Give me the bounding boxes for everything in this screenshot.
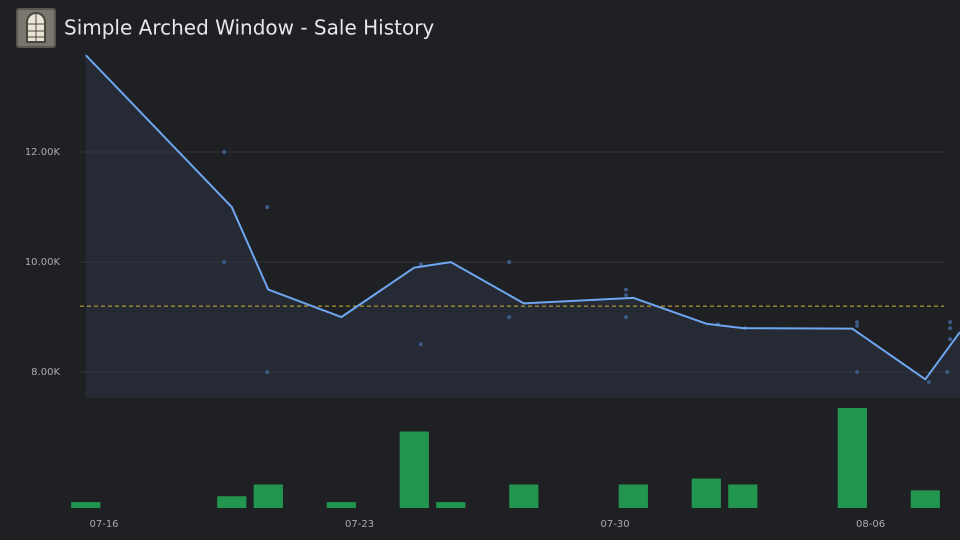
price-plot xyxy=(80,54,960,398)
sale-point xyxy=(507,260,512,265)
y-tick-label: 8.00K xyxy=(31,367,60,378)
sale-point xyxy=(926,380,931,385)
y-tick-label: 12.00K xyxy=(25,147,61,158)
x-tick-label: 07-16 xyxy=(89,519,118,530)
sale-point xyxy=(855,320,860,325)
sale-point xyxy=(418,342,423,347)
volume-bar xyxy=(910,490,940,508)
sale-point xyxy=(948,320,953,325)
sale-point xyxy=(265,205,270,210)
volume-bar xyxy=(399,431,429,508)
sale-point xyxy=(265,370,270,375)
price-area xyxy=(85,55,960,398)
volume-bar xyxy=(691,478,721,508)
x-tick-label: 07-23 xyxy=(345,519,374,530)
volume-bar xyxy=(618,484,648,508)
sale-point xyxy=(624,293,629,298)
item-icon xyxy=(16,8,56,48)
x-tick-label: 07-30 xyxy=(601,519,630,530)
volume-bar xyxy=(728,484,758,508)
volume-bar xyxy=(71,502,101,508)
sale-point xyxy=(418,262,423,267)
sale-point xyxy=(855,370,860,375)
sale-point xyxy=(507,315,512,320)
sale-point xyxy=(855,323,860,328)
sale-point xyxy=(222,260,227,265)
sale-point xyxy=(624,315,629,320)
sale-point xyxy=(948,337,953,342)
volume-bar xyxy=(837,408,867,508)
price-line xyxy=(85,54,960,381)
chart-title: Simple Arched Window - Sale History xyxy=(64,16,434,40)
volume-bar xyxy=(253,484,283,508)
sale-point xyxy=(624,287,629,292)
volume-bar xyxy=(436,502,466,508)
volume-bar xyxy=(509,484,539,508)
volume-bar xyxy=(217,496,247,508)
sale-point xyxy=(948,326,953,331)
sale-point xyxy=(222,150,227,155)
x-tick-label: 08-06 xyxy=(856,519,885,530)
y-tick-label: 10.00K xyxy=(25,257,61,268)
sale-point xyxy=(945,370,950,375)
volume-bar xyxy=(326,502,356,508)
